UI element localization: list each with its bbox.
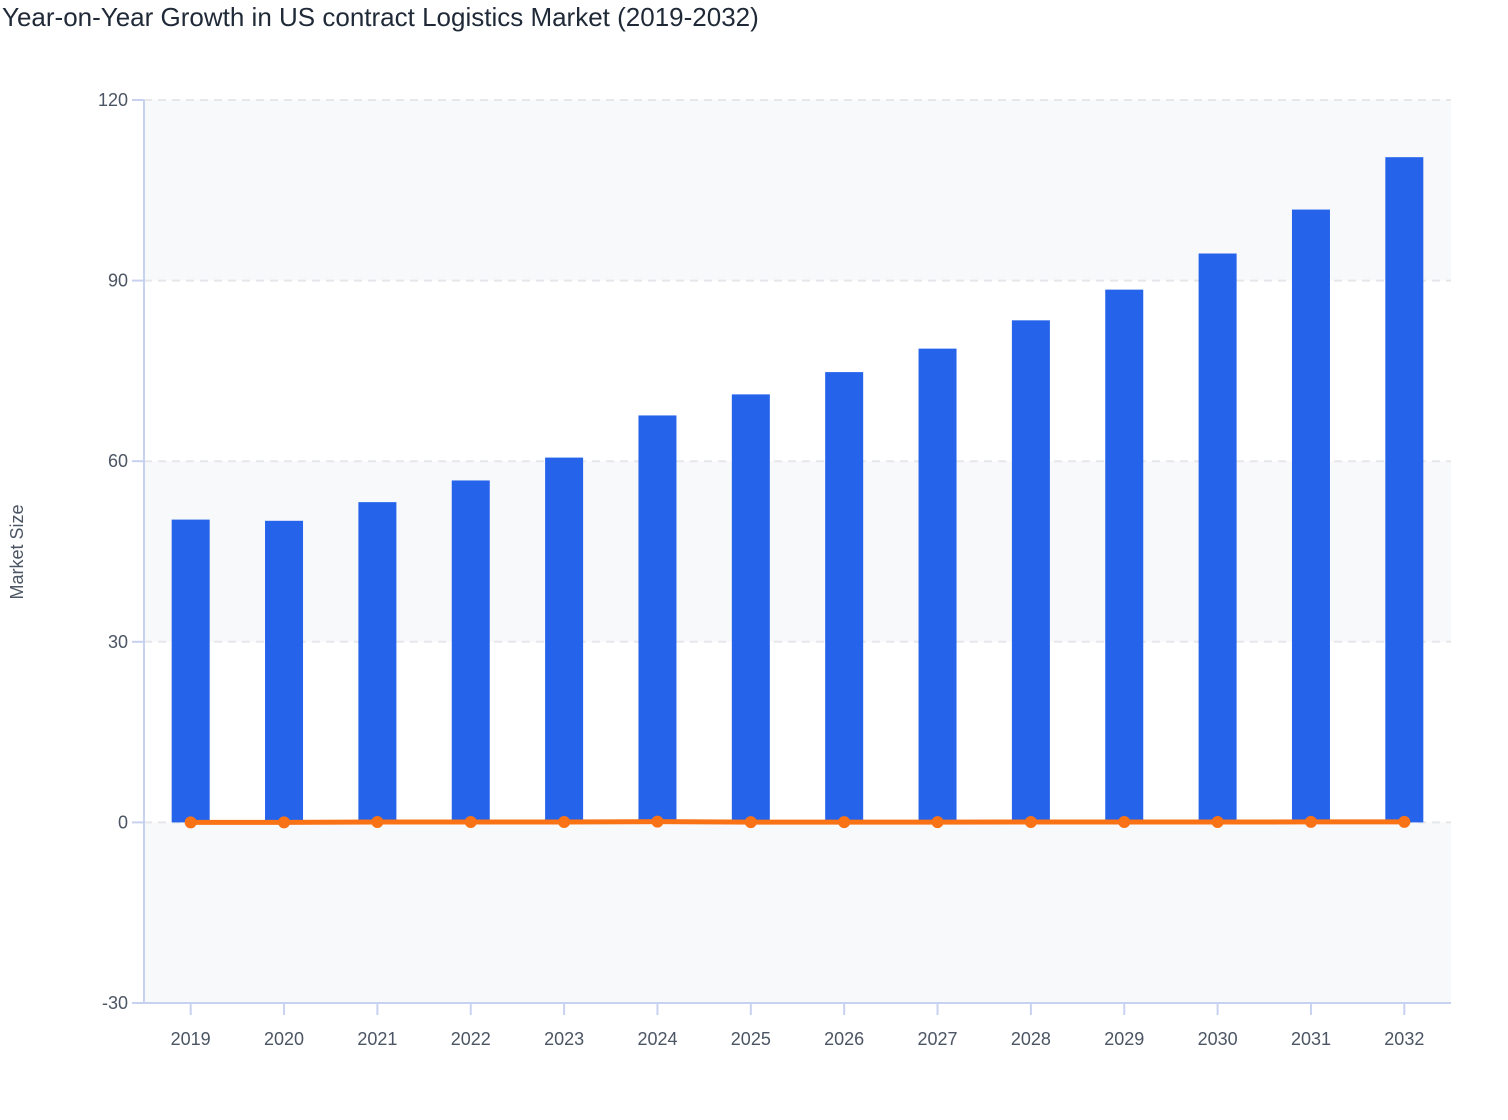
background-band bbox=[144, 822, 1451, 1003]
x-tick-label: 2028 bbox=[1011, 1029, 1051, 1049]
background-band bbox=[144, 461, 1451, 642]
bar-2031 bbox=[1291, 209, 1330, 823]
x-tick-label: 2026 bbox=[824, 1029, 864, 1049]
background-bands bbox=[144, 100, 1451, 1003]
x-tick-label: 2023 bbox=[544, 1029, 584, 1049]
x-tick-label: 2020 bbox=[264, 1029, 304, 1049]
growth-point-2023 bbox=[558, 815, 571, 828]
y-tick-label: 120 bbox=[98, 90, 128, 110]
growth-point-2025 bbox=[744, 816, 757, 829]
x-tick-label: 2030 bbox=[1198, 1029, 1238, 1049]
growth-point-2028 bbox=[1024, 816, 1037, 829]
bar-2021 bbox=[358, 502, 397, 823]
bar-2023 bbox=[545, 457, 584, 823]
y-tick-label: 90 bbox=[108, 271, 128, 291]
bar-2022 bbox=[451, 480, 490, 823]
bar-2029 bbox=[1105, 289, 1144, 823]
growth-point-2019 bbox=[184, 816, 197, 829]
bar-series bbox=[171, 157, 1424, 823]
x-tick-label: 2032 bbox=[1384, 1029, 1424, 1049]
bar-2026 bbox=[825, 372, 864, 823]
y-tick-label: -30 bbox=[102, 993, 128, 1013]
x-tick-label: 2024 bbox=[637, 1029, 677, 1049]
growth-point-2032 bbox=[1398, 815, 1411, 828]
growth-point-2029 bbox=[1118, 816, 1131, 829]
growth-line bbox=[190, 819, 1405, 825]
x-tick-label: 2019 bbox=[171, 1029, 211, 1049]
bar-2019 bbox=[171, 519, 210, 823]
axes bbox=[132, 99, 1451, 1015]
growth-point-2031 bbox=[1304, 815, 1317, 828]
bar-2028 bbox=[1011, 320, 1050, 823]
y-tick-label: 30 bbox=[108, 632, 128, 652]
bar-2025 bbox=[731, 394, 770, 823]
growth-point-2026 bbox=[838, 816, 851, 829]
y-tick-labels: -30 0 30 60 90 120 bbox=[98, 90, 128, 1013]
x-tick-label: 2022 bbox=[451, 1029, 491, 1049]
bar-2024 bbox=[638, 415, 677, 823]
growth-point-2022 bbox=[464, 815, 477, 828]
background-band bbox=[144, 280, 1451, 462]
bar-2032 bbox=[1385, 157, 1424, 823]
growth-point-2024 bbox=[651, 815, 664, 828]
bar-2027 bbox=[918, 348, 957, 823]
bar-2030 bbox=[1198, 253, 1237, 823]
x-tick-label: 2029 bbox=[1104, 1029, 1144, 1049]
growth-point-2027 bbox=[931, 816, 944, 829]
x-tick-label: 2027 bbox=[918, 1029, 958, 1049]
bar-2020 bbox=[265, 520, 304, 823]
growth-point-2020 bbox=[278, 816, 291, 829]
background-band bbox=[144, 100, 1451, 281]
x-tick-label: 2025 bbox=[731, 1029, 771, 1049]
growth-point-2030 bbox=[1211, 815, 1224, 828]
x-tick-labels: 2019 2020 2021 2022 2023 2024 2025 2026 2027 2028… bbox=[171, 1029, 1425, 1049]
x-tick-label: 2031 bbox=[1291, 1029, 1331, 1049]
y-tick-label: 0 bbox=[118, 812, 128, 832]
line-series bbox=[184, 815, 1411, 829]
chart-title: Year-on-Year Growth in US contract Logis… bbox=[2, 2, 759, 32]
growth-point-2021 bbox=[371, 816, 384, 829]
y-tick-label: 60 bbox=[108, 451, 128, 471]
background-band bbox=[144, 641, 1451, 823]
y-axis-label: Market Size bbox=[7, 504, 27, 599]
x-tick-label: 2021 bbox=[357, 1029, 397, 1049]
